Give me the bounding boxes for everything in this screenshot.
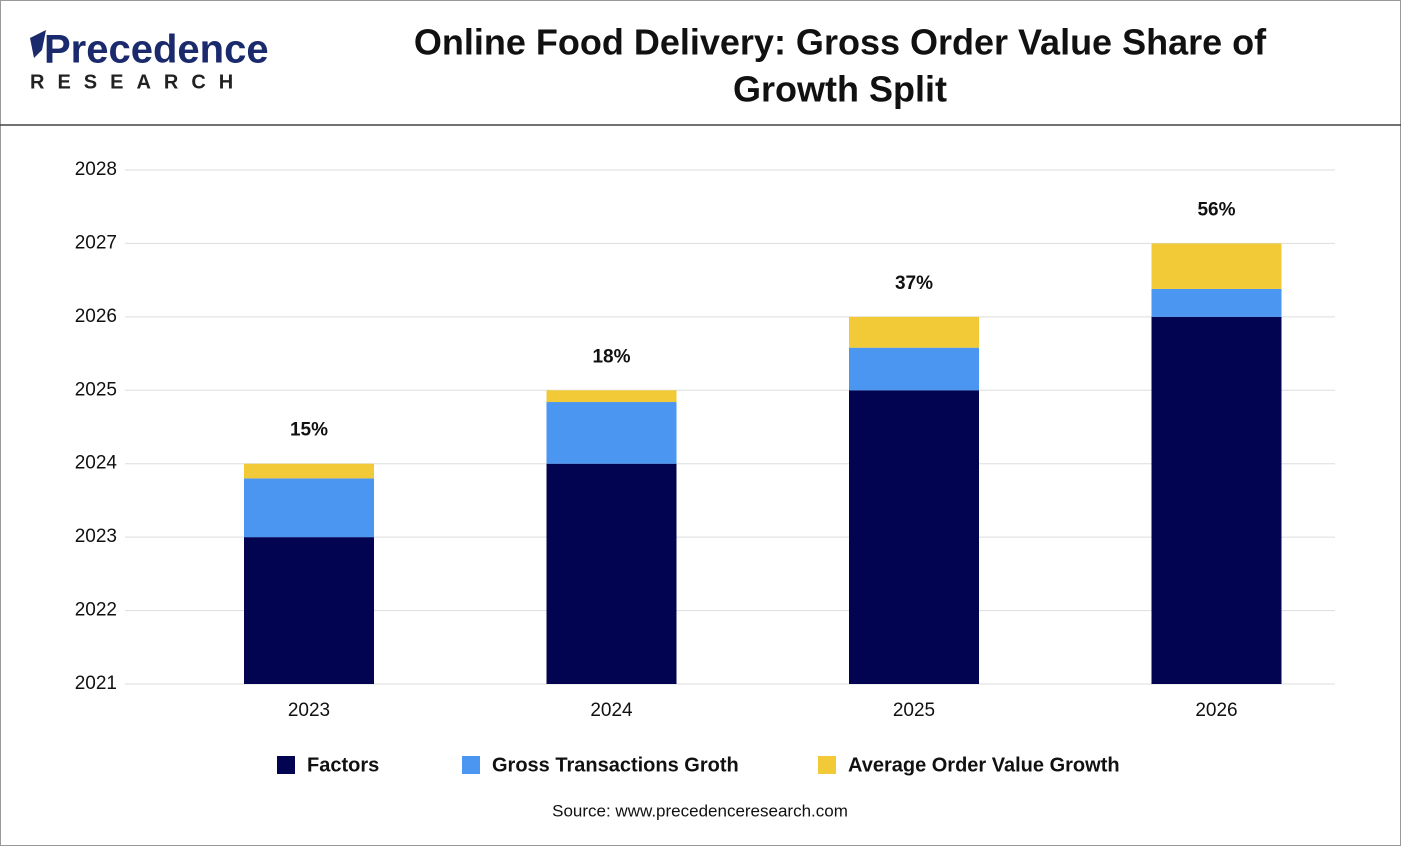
bar-segment <box>849 390 979 684</box>
bar-segment <box>1151 288 1282 317</box>
y-tick-label: 2025 <box>75 379 117 400</box>
annotation: 15% <box>290 420 328 441</box>
y-tick-label: 2022 <box>75 600 117 621</box>
legend-label: Gross Transactions Groth <box>492 754 739 776</box>
legend-label: Average Order Value Growth <box>848 754 1120 776</box>
bar-segment <box>849 316 979 348</box>
logo: Precedence RESEARCH <box>30 28 269 93</box>
y-tick-label: 2023 <box>75 526 117 547</box>
y-tick-label: 2026 <box>75 306 117 327</box>
bar-segment <box>849 347 979 391</box>
annotation: 56% <box>1197 199 1235 220</box>
x-tick-label: 2025 <box>893 700 935 721</box>
bar-segment <box>546 390 677 403</box>
bar-segment <box>244 463 374 479</box>
x-tick-label: 2026 <box>1195 700 1237 721</box>
logo-name: Precedence <box>44 28 269 72</box>
bar-segment <box>546 463 677 684</box>
bar-segment <box>244 537 374 684</box>
bar-segment <box>1151 243 1282 289</box>
y-tick-label: 2027 <box>75 232 117 253</box>
bar-segment <box>546 402 677 464</box>
y-tick-label: 2024 <box>75 453 118 474</box>
logo-subtitle: RESEARCH <box>30 71 246 93</box>
annotation: 37% <box>895 273 933 294</box>
legend-label: Factors <box>307 754 379 776</box>
legend-swatch <box>462 756 480 774</box>
legend-swatch <box>818 756 836 774</box>
x-tick-label: 2024 <box>590 700 633 721</box>
y-tick-label: 2021 <box>75 673 117 694</box>
bar-segment <box>1151 316 1282 684</box>
annotation: 18% <box>592 346 630 367</box>
legend-swatch <box>277 756 295 774</box>
y-tick-label: 2028 <box>75 159 117 180</box>
source: Source: www.precedenceresearch.com <box>552 801 848 820</box>
chart-title-line: Online Food Delivery: Gross Order Value … <box>414 22 1267 63</box>
logo-icon <box>30 30 46 58</box>
bar-segment <box>244 478 374 538</box>
chart-title-line: Growth Split <box>733 69 947 110</box>
x-tick-label: 2023 <box>288 700 330 721</box>
